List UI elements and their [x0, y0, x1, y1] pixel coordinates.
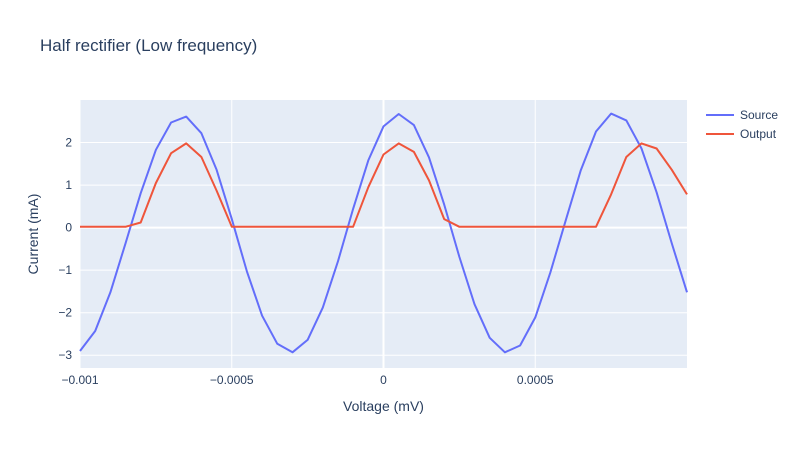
y-tick-label: 2 [65, 136, 72, 150]
legend-item-source[interactable]: Source [706, 108, 778, 122]
series-line-source [79, 112, 688, 354]
y-tick-label: −1 [58, 263, 72, 277]
y-axis-title: Current (mA) [25, 194, 41, 275]
legend[interactable]: Source Output [706, 108, 778, 141]
legend-label: Source [740, 108, 778, 122]
legend-item-output[interactable]: Output [706, 127, 777, 141]
x-axis-ticks: −0.001 −0.0005 0 0.0005 [61, 373, 553, 387]
y-tick-label: −3 [58, 348, 72, 362]
y-tick-label: 0 [65, 221, 72, 235]
y-tick-label: 1 [65, 178, 72, 192]
series-lines [79, 112, 688, 354]
x-tick-label: −0.001 [61, 373, 98, 387]
x-tick-label: 0.0005 [517, 373, 554, 387]
chart-title: Half rectifier (Low frequency) [40, 36, 257, 55]
grid [79, 100, 687, 368]
series-line-output [80, 142, 688, 228]
y-tick-label: −2 [58, 306, 72, 320]
legend-label: Output [740, 127, 777, 141]
y-axis-ticks: −3 −2 −1 0 1 2 [58, 136, 72, 363]
x-tick-label: 0 [380, 373, 387, 387]
x-tick-label: −0.0005 [210, 373, 254, 387]
x-axis-title: Voltage (mV) [343, 398, 424, 414]
